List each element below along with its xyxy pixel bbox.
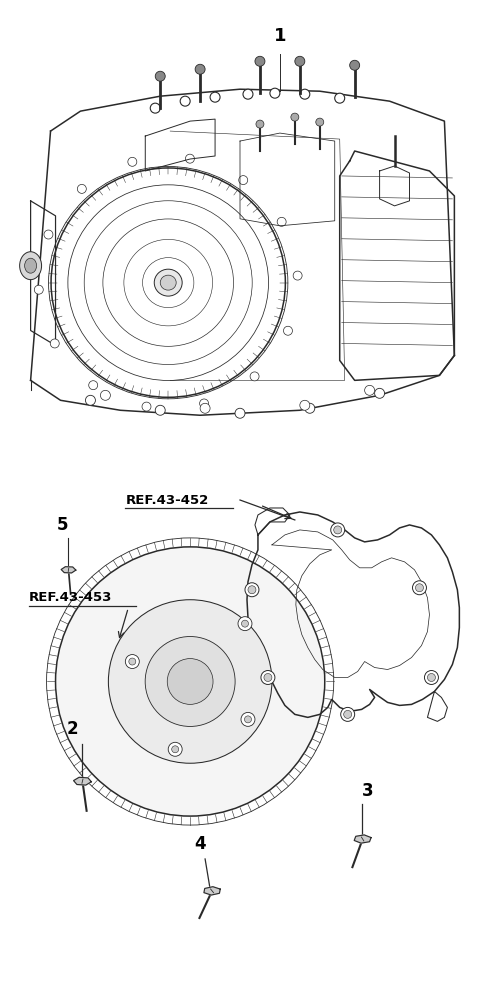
Circle shape bbox=[277, 217, 286, 226]
Circle shape bbox=[89, 381, 98, 390]
Text: REF.43-452: REF.43-452 bbox=[125, 493, 209, 507]
Circle shape bbox=[129, 658, 136, 665]
Circle shape bbox=[291, 114, 299, 122]
Circle shape bbox=[350, 60, 360, 70]
Text: 3: 3 bbox=[362, 782, 373, 800]
Circle shape bbox=[239, 176, 248, 185]
Circle shape bbox=[412, 581, 426, 595]
Circle shape bbox=[300, 89, 310, 99]
Polygon shape bbox=[354, 835, 371, 843]
Text: REF.43-453: REF.43-453 bbox=[29, 591, 112, 604]
Circle shape bbox=[424, 670, 438, 684]
Circle shape bbox=[128, 158, 137, 166]
Circle shape bbox=[248, 586, 256, 594]
Circle shape bbox=[243, 89, 253, 99]
Circle shape bbox=[284, 327, 292, 336]
Ellipse shape bbox=[24, 258, 36, 273]
Circle shape bbox=[416, 584, 423, 592]
Circle shape bbox=[150, 104, 160, 114]
Circle shape bbox=[77, 184, 86, 193]
Circle shape bbox=[235, 408, 245, 418]
Circle shape bbox=[100, 390, 110, 400]
Circle shape bbox=[255, 56, 265, 66]
Circle shape bbox=[293, 271, 302, 280]
Circle shape bbox=[142, 402, 151, 411]
Circle shape bbox=[244, 716, 252, 723]
Polygon shape bbox=[73, 777, 91, 785]
Circle shape bbox=[195, 64, 205, 74]
Circle shape bbox=[374, 388, 384, 398]
Text: 1: 1 bbox=[274, 27, 286, 45]
Circle shape bbox=[185, 154, 194, 163]
Circle shape bbox=[344, 711, 352, 719]
Ellipse shape bbox=[154, 269, 182, 296]
Circle shape bbox=[200, 399, 209, 408]
Circle shape bbox=[85, 395, 96, 405]
Circle shape bbox=[125, 654, 139, 668]
Circle shape bbox=[270, 88, 280, 98]
Text: 2: 2 bbox=[67, 721, 78, 739]
Circle shape bbox=[428, 673, 435, 681]
Circle shape bbox=[167, 658, 213, 705]
Circle shape bbox=[300, 400, 310, 410]
Circle shape bbox=[250, 372, 259, 381]
Circle shape bbox=[200, 403, 210, 413]
Circle shape bbox=[238, 617, 252, 630]
Circle shape bbox=[305, 403, 315, 413]
Circle shape bbox=[56, 547, 325, 816]
Circle shape bbox=[50, 339, 59, 348]
Circle shape bbox=[34, 285, 43, 294]
Polygon shape bbox=[204, 886, 220, 895]
Circle shape bbox=[172, 746, 179, 753]
Circle shape bbox=[331, 523, 345, 537]
Ellipse shape bbox=[160, 275, 176, 290]
Circle shape bbox=[264, 673, 272, 681]
Circle shape bbox=[341, 708, 355, 722]
Circle shape bbox=[180, 96, 190, 107]
Circle shape bbox=[261, 670, 275, 684]
Circle shape bbox=[316, 119, 324, 126]
Circle shape bbox=[145, 636, 235, 727]
Circle shape bbox=[334, 526, 342, 534]
Circle shape bbox=[335, 93, 345, 104]
Circle shape bbox=[155, 71, 165, 81]
Circle shape bbox=[365, 385, 374, 395]
Text: 5: 5 bbox=[57, 516, 68, 534]
Ellipse shape bbox=[20, 251, 42, 279]
Circle shape bbox=[295, 56, 305, 66]
Polygon shape bbox=[61, 567, 76, 573]
Circle shape bbox=[44, 230, 53, 239]
Circle shape bbox=[241, 620, 249, 627]
Circle shape bbox=[168, 743, 182, 757]
Circle shape bbox=[108, 600, 272, 763]
Circle shape bbox=[241, 713, 255, 727]
Circle shape bbox=[245, 583, 259, 597]
Text: 4: 4 bbox=[194, 835, 206, 853]
Circle shape bbox=[210, 92, 220, 103]
Circle shape bbox=[256, 121, 264, 128]
Circle shape bbox=[48, 539, 333, 824]
Circle shape bbox=[155, 405, 165, 415]
